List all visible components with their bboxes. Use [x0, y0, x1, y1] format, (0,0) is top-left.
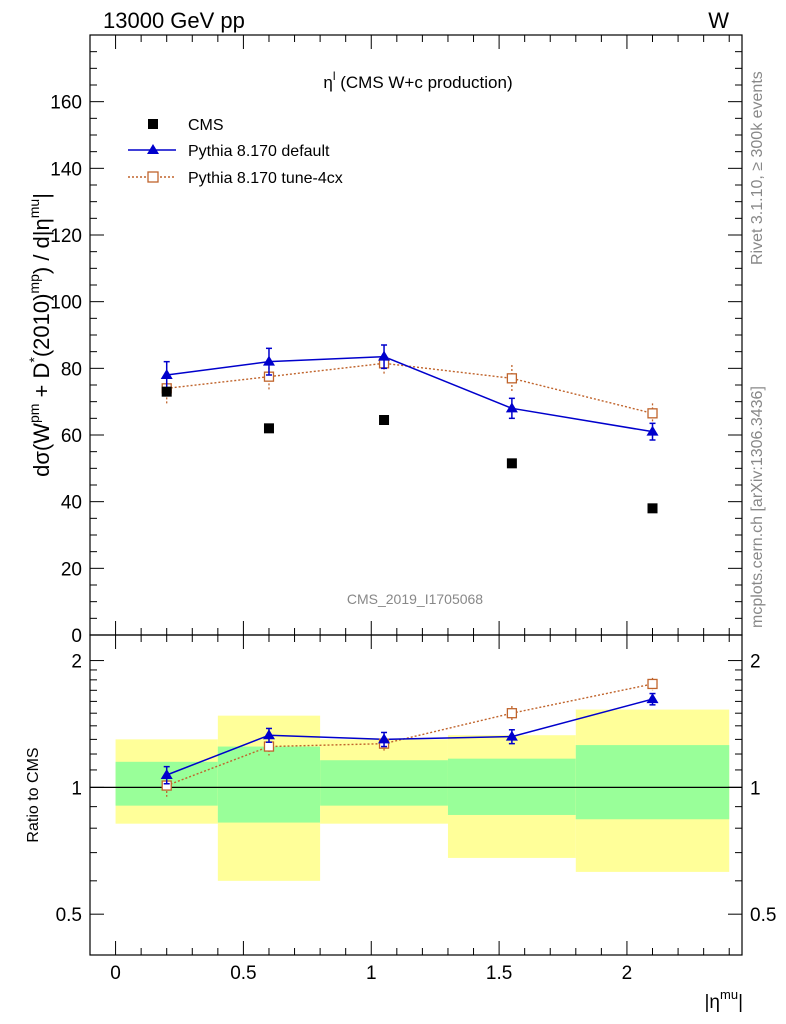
ratio-point-default-4 — [646, 693, 659, 704]
ratio-ytick-label-0: 0.5 — [56, 905, 82, 926]
main-point-tune-3 — [506, 373, 518, 384]
main-ytick-label-5: 100 — [50, 293, 82, 314]
subtitle-sup: l — [333, 69, 336, 83]
legend-marker-tune — [147, 171, 159, 183]
ylabel-part-7: mu — [26, 199, 42, 218]
main-ytick-label-1: 20 — [61, 559, 82, 580]
main-point-cms-3 — [506, 458, 517, 469]
legend-marker-cms — [148, 119, 158, 129]
main-point-default-3 — [505, 402, 518, 413]
ratio-xtick-label-3: 1.5 — [486, 963, 512, 984]
header-right: W — [708, 8, 729, 33]
subtitle-main: η — [323, 73, 332, 92]
ratio-ytick-label-1: 1 — [71, 778, 82, 799]
ylabel-part-0: dσ(W — [29, 423, 54, 477]
header-left: 13000 GeV pp — [103, 8, 245, 33]
legend-label-cms: CMS — [188, 117, 224, 134]
ratio-bands — [115, 709, 730, 881]
chart-marks — [160, 344, 659, 797]
ratio-ylabel: Ratio to CMS — [25, 747, 42, 842]
ylabel-part-6: ) / d|η — [29, 218, 54, 274]
xlabel-sup: mu — [720, 987, 738, 1002]
ratio-point-default-0 — [160, 768, 173, 779]
ratio-point-tune-3 — [506, 708, 518, 719]
main-point-default-4 — [646, 425, 659, 436]
ylabel-part-8: | — [29, 193, 54, 199]
axes: 0 20 40 60 80 100 120 140 160 0 0.5 1 1.5 2 0.5 0.5 1 1 2 2 — [50, 34, 776, 984]
ratio-xtick-label-0: 0 — [110, 963, 121, 984]
xlabel-end: | — [738, 992, 743, 1013]
ratio-xtick-label-2: 1 — [366, 963, 377, 984]
main-ytick-label-2: 40 — [61, 493, 82, 514]
ylabel-part-2: + D — [29, 363, 54, 404]
main-line-default — [166, 355, 653, 433]
main-ytick-label-6: 120 — [50, 226, 82, 247]
band-inner-2 — [320, 760, 448, 806]
ratio-point-default-3 — [505, 730, 518, 741]
legend-marker-default — [147, 144, 159, 154]
mcplots-label: mcplots.cern.ch [arXiv:1306.3436] — [749, 386, 766, 628]
main-point-default-1 — [262, 355, 275, 366]
band-inner-1 — [217, 746, 321, 823]
main-ytick-label-7: 140 — [50, 159, 82, 180]
ratio-xtick-label-4: 2 — [622, 963, 633, 984]
ratio-point-tune-4 — [647, 678, 658, 690]
ratio-point-tune-1 — [263, 741, 275, 752]
main-ytick-label-0: 0 — [71, 626, 82, 647]
ylabel-part-5: mp — [26, 274, 42, 294]
ratio-ytick-label-r-1: 1 — [750, 778, 761, 799]
main-subtitle: ηl (CMS W+c production) — [323, 69, 512, 92]
ratio-ytick-label-r-2: 2 — [750, 652, 761, 673]
main-point-cms-4 — [647, 503, 658, 514]
ratio-ytick-label-r-0: 0.5 — [750, 905, 776, 926]
main-point-tune-4 — [647, 408, 658, 419]
ylabel-part-4: (2010) — [29, 294, 54, 358]
main-ytick-label-3: 60 — [61, 426, 82, 447]
main-point-cms-2 — [379, 415, 390, 425]
ratio-point-default-1 — [262, 729, 275, 740]
ratio-xtick-label-1: 0.5 — [230, 963, 256, 984]
band-inner-4 — [575, 745, 730, 820]
main-point-default-0 — [160, 369, 173, 379]
legend: CMS Pythia 8.170 default Pythia 8.170 tu… — [128, 117, 343, 187]
main-point-cms-0 — [161, 386, 172, 397]
main-line-tune — [166, 362, 653, 415]
ratio-point-default-2 — [378, 733, 391, 744]
ylabel-part-3: * — [26, 357, 42, 363]
rivet-label: Rivet 3.1.10, ≥ 300k events — [749, 71, 766, 265]
main-ylabel: dσ(Wpm + D*(2010)mp) / d|ηmu| — [26, 193, 54, 477]
ratio-ytick-label-2: 2 — [71, 652, 82, 673]
main-point-default-2 — [378, 350, 391, 361]
ratio-frame — [89, 634, 743, 956]
main-ytick-label-8: 160 — [50, 93, 82, 114]
xlabel-main: |η — [704, 992, 720, 1013]
analysis-watermark: CMS_2019_I1705068 — [347, 591, 483, 607]
legend-label-default: Pythia 8.170 default — [188, 143, 330, 160]
ylabel-part-1: pm — [26, 404, 42, 423]
subtitle-rest: (CMS W+c production) — [336, 73, 513, 92]
main-ytick-label-4: 80 — [61, 359, 82, 380]
main-point-cms-1 — [263, 423, 274, 434]
ratio-xlabel: |ηmu| — [704, 987, 743, 1013]
legend-label-tune: Pythia 8.170 tune-4cx — [188, 170, 343, 187]
